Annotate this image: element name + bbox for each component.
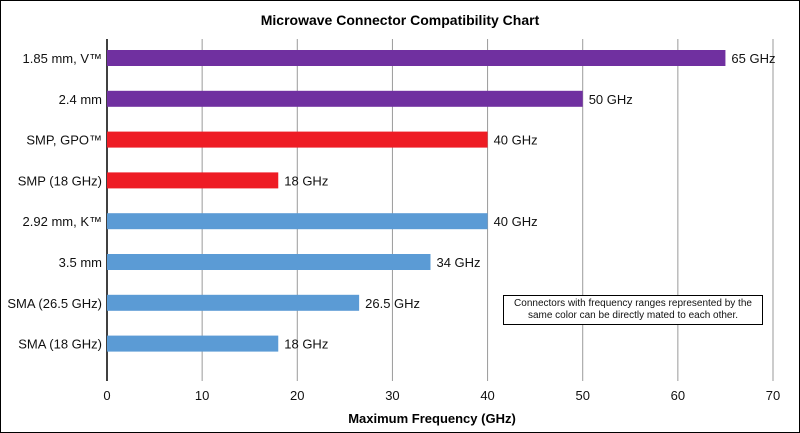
bar bbox=[107, 213, 488, 230]
category-label: 2.4 mm bbox=[59, 92, 102, 107]
category-label: SMP (18 GHz) bbox=[18, 173, 102, 188]
bar bbox=[107, 294, 360, 311]
x-tick-label: 70 bbox=[766, 388, 780, 403]
data-label: 50 GHz bbox=[589, 92, 633, 107]
category-label: 2.92 mm, K™ bbox=[23, 214, 102, 229]
category-label: SMA (26.5 GHz) bbox=[7, 296, 102, 311]
data-label: 26.5 GHz bbox=[365, 296, 420, 311]
category-label: 1.85 mm, V™ bbox=[23, 51, 102, 66]
compatibility-note: Connectors with frequency ranges represe… bbox=[503, 295, 763, 325]
x-tick-label: 30 bbox=[385, 388, 399, 403]
x-tick-label: 50 bbox=[575, 388, 589, 403]
bar bbox=[107, 90, 583, 107]
x-tick-label: 0 bbox=[103, 388, 110, 403]
bar bbox=[107, 131, 488, 148]
x-tick-label: 10 bbox=[195, 388, 209, 403]
data-label: 18 GHz bbox=[284, 337, 328, 352]
bar bbox=[107, 50, 726, 66]
category-label: SMP, GPO™ bbox=[26, 133, 102, 148]
data-label: 34 GHz bbox=[436, 255, 480, 270]
bar bbox=[107, 254, 431, 270]
data-label: 40 GHz bbox=[494, 214, 538, 229]
data-label: 65 GHz bbox=[731, 51, 775, 66]
category-label: 3.5 mm bbox=[59, 255, 102, 270]
x-tick-label: 40 bbox=[480, 388, 494, 403]
category-label: SMA (18 GHz) bbox=[18, 337, 102, 352]
x-tick-label: 20 bbox=[290, 388, 304, 403]
data-label: 18 GHz bbox=[284, 173, 328, 188]
x-tick-label: 60 bbox=[671, 388, 685, 403]
data-label: 40 GHz bbox=[494, 133, 538, 148]
x-axis-label: Maximum Frequency (GHz) bbox=[348, 411, 516, 426]
bar bbox=[107, 335, 279, 352]
bar bbox=[107, 172, 279, 189]
chart-title: Microwave Connector Compatibility Chart bbox=[261, 12, 540, 28]
